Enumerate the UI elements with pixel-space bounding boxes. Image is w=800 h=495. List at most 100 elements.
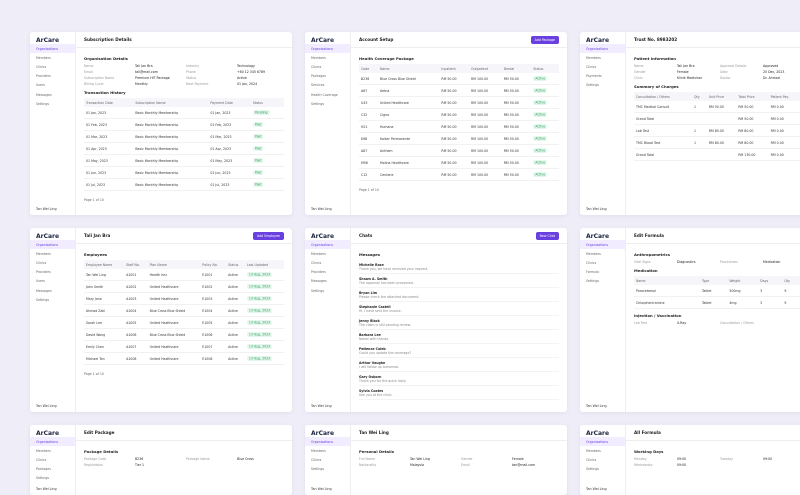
chat-name: Gary Osborn	[359, 374, 382, 379]
nav-item[interactable]: Settings	[36, 476, 50, 481]
chat-item[interactable]: Stephanie Castell Hi, I have sent the inv…	[359, 302, 559, 316]
table-cell: H21	[359, 120, 378, 133]
content: Package Details Package Code B236 Package N…	[76, 441, 292, 471]
field-label: Subscription Name	[84, 76, 115, 80]
nav-item[interactable]: Clinics	[36, 260, 47, 265]
nav-item[interactable]: Organisations	[580, 437, 625, 447]
nav-item[interactable]: Packages	[36, 467, 51, 472]
field-label: Tuesday	[720, 457, 733, 461]
sidebar: ArCare Organisations Members Clinics Package…	[30, 425, 76, 495]
nav-item[interactable]: Messages	[36, 288, 52, 293]
nav-item[interactable]: Organisations	[305, 437, 350, 447]
nav-item[interactable]: Members	[586, 55, 601, 60]
nav-item[interactable]: Clinics	[311, 457, 322, 462]
nav-item[interactable]: Health Coverage	[311, 92, 338, 97]
chat-item[interactable]: Arthur Vaughn I will follow up tomorrow.	[359, 358, 559, 372]
cell-text: RM 50.00	[441, 160, 457, 165]
nav-item[interactable]: Organisations	[30, 240, 75, 250]
column-header: Dental	[501, 64, 532, 73]
nav-item[interactable]: Services	[311, 83, 325, 88]
nav-item[interactable]: Messages	[36, 92, 52, 97]
table-cell: RM 0.00	[768, 112, 800, 125]
table-cell: RM 50.00	[501, 73, 532, 85]
action-button[interactable]: Add Package	[530, 35, 559, 44]
table-cell: E1004	[200, 304, 227, 317]
chat-item[interactable]: Shawn A. Smith The approval has been proc…	[359, 274, 559, 288]
nav-item[interactable]: Organisations	[30, 437, 75, 447]
nav-item[interactable]: Clinics	[586, 260, 597, 265]
nav-item[interactable]: Messages	[311, 279, 327, 284]
table-cell: 4mg	[727, 296, 759, 309]
nav-item[interactable]: Settings	[36, 101, 50, 106]
chat-item[interactable]: Bryan Lim Please check the attached docum…	[359, 288, 559, 302]
nav-item[interactable]: Members	[586, 448, 601, 453]
nav-item[interactable]: Organisations	[580, 44, 625, 54]
nav-item[interactable]: Clinics	[36, 64, 47, 69]
nav-item[interactable]: Members	[36, 251, 51, 256]
nav-item[interactable]: Settings	[586, 83, 600, 88]
nav-item[interactable]: Providers	[36, 270, 51, 275]
table-cell: RM 0.00	[768, 101, 800, 113]
section-heading: Summary of Charges	[634, 84, 679, 89]
nav-item[interactable]: Users	[36, 83, 45, 88]
nav-item[interactable]: Providers	[311, 270, 326, 275]
action-button[interactable]: New Chat	[535, 231, 559, 240]
cell-text: RM 0.00	[770, 116, 784, 121]
nav-item[interactable]: Organisations	[580, 240, 625, 250]
nav-item[interactable]: Formula	[586, 270, 599, 275]
chat-item[interactable]: Patience Caleb Could you update the cover…	[359, 344, 559, 358]
nav-item[interactable]: Members	[36, 448, 51, 453]
cell-text: Active	[228, 332, 238, 337]
nav-item[interactable]: Settings	[311, 101, 325, 106]
nav-item[interactable]: Settings	[36, 297, 50, 302]
cell-text: Tablet	[701, 288, 712, 293]
chat-item[interactable]: Michelle Rose Thank you, we have received…	[359, 260, 559, 274]
cell-text: Basic Monthly Membership	[135, 122, 179, 127]
header: Chats New Chat	[351, 228, 567, 244]
field-label: Industry	[186, 64, 200, 68]
nav-item[interactable]: Organisations	[30, 44, 75, 54]
chat-item[interactable]: Gary Osborn Thank you for the quick reply…	[359, 372, 559, 386]
nav-item[interactable]: Packages	[311, 74, 326, 79]
table-cell: E1008	[200, 352, 227, 365]
nav-item[interactable]: Members	[36, 55, 51, 60]
chat-item[interactable]: Sylvia Coates See you at the clinic.	[359, 386, 559, 400]
nav-item[interactable]: Organisations	[305, 44, 350, 54]
cell-text: United Healthcare	[380, 100, 409, 105]
chat-item[interactable]: Barbara Lee Noted with thanks.	[359, 330, 559, 344]
field-label: Email	[461, 463, 470, 467]
nav-item[interactable]: Providers	[36, 74, 51, 79]
nav-item[interactable]: Settings	[311, 288, 325, 293]
table-cell: Basic Monthly Membership	[133, 118, 209, 131]
nav-item[interactable]: Users	[36, 279, 45, 284]
nav-item[interactable]: Members	[311, 55, 326, 60]
nav-item[interactable]: Settings	[311, 467, 325, 472]
nav-item[interactable]: Clinics	[36, 457, 47, 462]
nav-item[interactable]: Clinics	[311, 260, 322, 265]
column-header: Status	[250, 98, 284, 107]
nav-item[interactable]: Organisations	[305, 240, 350, 250]
table-cell: A87	[359, 144, 378, 157]
nav-item[interactable]: Clinics	[586, 64, 597, 69]
field-label: Email	[84, 70, 93, 74]
nav-item[interactable]: Settings	[586, 467, 600, 472]
nav-item[interactable]: Members	[311, 251, 326, 256]
nav-item[interactable]: Clinics	[586, 457, 597, 462]
logo: ArCare	[36, 430, 60, 437]
fields: Name Tali Jan Bra Approval Details Approved…	[634, 64, 800, 80]
cell-text: RM 50.00	[503, 124, 519, 129]
table-cell: A1006	[124, 328, 148, 341]
cell-text: Active	[228, 344, 238, 349]
nav-item[interactable]: Payments	[586, 74, 602, 79]
action-button[interactable]: Add Employee	[253, 231, 284, 240]
header: Trust No. 8983202	[626, 32, 800, 48]
nav-item[interactable]: Members	[586, 251, 601, 256]
table-cell: 13 Aug, 2023	[244, 340, 284, 353]
table-row: 01 May, 2023 Basic Monthly Membership 01 M…	[84, 154, 284, 167]
nav-item[interactable]: Members	[311, 448, 326, 453]
table-cell: M56	[359, 156, 378, 169]
nav-item[interactable]: Clinics	[311, 64, 322, 69]
nav-item[interactable]: Settings	[586, 279, 600, 284]
cell-text: A1003	[126, 296, 137, 301]
chat-item[interactable]: Jenny Black The claim is still pending re…	[359, 316, 559, 330]
